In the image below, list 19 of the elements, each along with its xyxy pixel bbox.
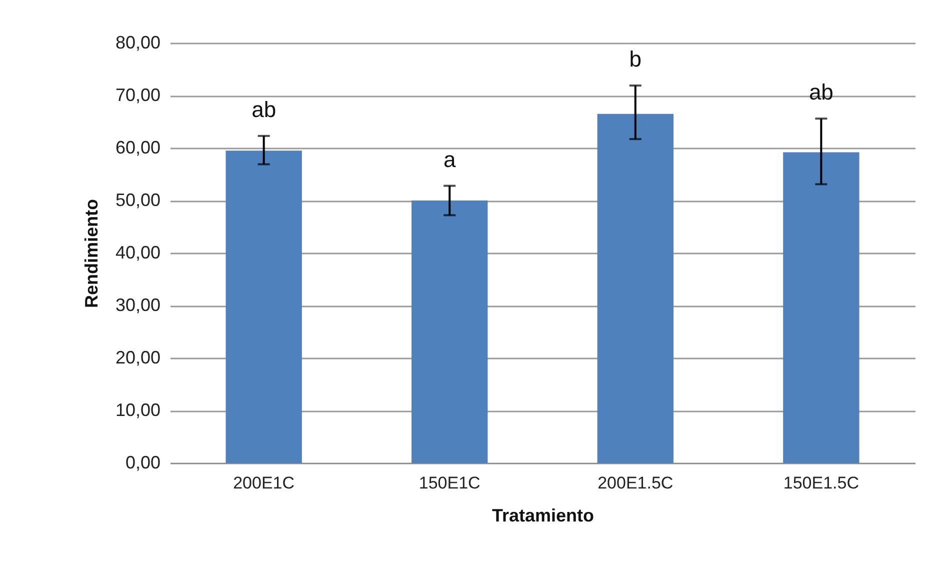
- y-tick-label: 50,00: [115, 190, 160, 210]
- y-tick-label: 0,00: [125, 452, 160, 472]
- annotation: ab: [808, 80, 834, 105]
- x-axis-title: Tratamiento: [492, 506, 594, 526]
- annotation: b: [629, 46, 642, 72]
- y-tick-label: 20,00: [115, 348, 160, 368]
- x-tick-label: 150E1C: [418, 474, 480, 492]
- y-tick-label: 10,00: [115, 400, 160, 420]
- x-tick-label: 200E1C: [233, 474, 295, 492]
- x-tick-label: 150E1.5C: [783, 474, 859, 492]
- annotation: ab: [252, 96, 276, 122]
- y-tick-label: 80,00: [115, 32, 160, 52]
- y-tick-label: 70,00: [115, 85, 160, 105]
- y-tick-label: 40,00: [115, 242, 160, 262]
- y-tick-label: 60,00: [115, 138, 160, 158]
- y-tick-label: 30,00: [115, 295, 160, 315]
- annotation: a: [443, 146, 456, 172]
- x-tick-label: 200E1.5C: [598, 474, 674, 492]
- y-axis-title: Rendimiento: [81, 198, 102, 308]
